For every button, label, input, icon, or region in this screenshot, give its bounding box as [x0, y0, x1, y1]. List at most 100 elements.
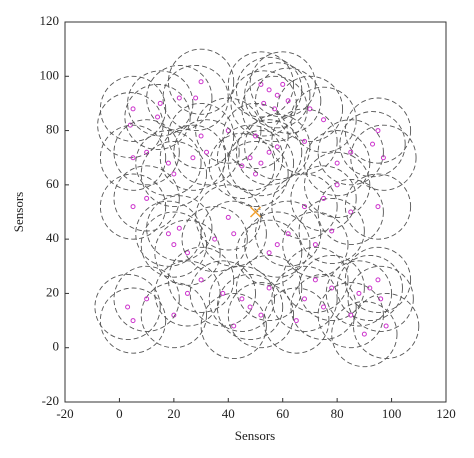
sensor-point	[266, 149, 272, 155]
sensing-range	[344, 97, 412, 164]
sensing-range	[317, 119, 384, 186]
x-tick-label: 80	[331, 406, 344, 421]
sensing-range	[353, 292, 420, 360]
sensing-range	[222, 140, 289, 208]
sensor-point	[198, 133, 204, 139]
sensing-range	[146, 64, 213, 132]
sensor-point	[165, 231, 171, 237]
sensor-point	[261, 100, 267, 106]
sensor-point	[356, 290, 362, 296]
y-tick-label: 20	[46, 284, 59, 299]
sensing-range	[140, 140, 207, 208]
sensing-range	[200, 292, 267, 360]
y-tick-label: 120	[40, 13, 60, 28]
sensor-point	[370, 141, 376, 147]
sensing-range	[99, 75, 167, 142]
y-tick-label: 80	[46, 122, 59, 137]
sensor-point	[258, 160, 264, 166]
sensor-point	[334, 160, 340, 166]
sensor-point	[329, 285, 335, 291]
sensor-point	[184, 290, 190, 296]
sensing-range	[227, 282, 295, 349]
sensor-point	[329, 228, 335, 234]
sensor-point	[285, 231, 291, 237]
sensing-range	[244, 211, 311, 278]
sensor-point	[231, 231, 237, 237]
sensing-range	[227, 51, 295, 118]
sensing-range	[230, 70, 297, 137]
sensor-point	[239, 296, 245, 302]
sensor-point	[165, 160, 171, 166]
sensor-point	[334, 182, 340, 188]
sensing-range	[195, 184, 262, 251]
x-tick-label: -20	[56, 406, 73, 421]
sensing-range	[113, 165, 180, 232]
sensor-point	[375, 277, 381, 283]
sensor-point	[130, 318, 136, 324]
sensing-range	[249, 51, 316, 118]
sensing-range	[113, 265, 180, 332]
sensing-range	[113, 119, 180, 186]
sensing-range	[154, 260, 221, 327]
sensor-point	[367, 285, 373, 291]
sensor-point	[258, 312, 264, 318]
y-tick-label: 60	[46, 176, 59, 191]
sensor-point	[176, 95, 182, 101]
sensor-point	[130, 204, 136, 210]
sensor-point	[239, 163, 245, 169]
sensing-range	[290, 165, 357, 232]
sensor-point	[231, 323, 237, 329]
sensor-point	[272, 106, 278, 112]
sensor-point	[176, 225, 182, 231]
sensing-range	[236, 119, 303, 186]
sensing-range	[282, 211, 349, 278]
sensor-point	[171, 242, 177, 248]
sensor-point	[321, 195, 327, 201]
y-axis-label: Sensors	[11, 192, 26, 232]
sensor-point	[274, 144, 280, 150]
sensing-range	[154, 219, 221, 286]
sensing-range	[350, 124, 417, 191]
sensing-range	[347, 265, 414, 332]
sensing-range	[331, 301, 398, 368]
sensing-range	[290, 86, 357, 153]
sensing-range	[236, 219, 303, 286]
sensor-point	[375, 204, 381, 210]
sensor-point	[285, 98, 291, 104]
sensing-range	[167, 48, 235, 115]
y-tick-label: 0	[53, 339, 60, 354]
sensing-range	[276, 75, 344, 142]
sensing-range	[271, 173, 338, 240]
sensing-range	[173, 119, 240, 186]
sensor-point	[130, 155, 136, 161]
sensing-range	[135, 200, 202, 267]
sensing-range	[216, 273, 284, 341]
sensor-point	[361, 331, 367, 337]
sink-marker	[249, 206, 262, 218]
y-tick-label: 40	[46, 230, 59, 245]
sensing-range	[336, 254, 403, 322]
sensing-range	[244, 62, 311, 129]
sensing-range	[99, 124, 167, 191]
sensing-range	[317, 178, 384, 246]
sensing-range	[298, 254, 365, 322]
x-tick-label: 100	[382, 406, 402, 421]
x-tick-label: 20	[167, 406, 180, 421]
x-tick-label: 40	[222, 406, 235, 421]
y-tick-label: 100	[40, 67, 60, 82]
sensing-range	[236, 56, 303, 123]
sensing-range	[140, 282, 207, 349]
plot-frame	[64, 21, 447, 403]
sensing-range	[189, 260, 256, 327]
sensing-range	[282, 246, 349, 313]
sensor-point	[280, 81, 286, 87]
sensor-point	[125, 304, 131, 310]
y-tick-label: -20	[42, 393, 59, 408]
sensing-range	[181, 206, 248, 273]
sensing-range	[290, 273, 357, 341]
sensor-point	[375, 128, 381, 134]
sensor-point	[266, 285, 272, 291]
sensor-point	[293, 318, 299, 324]
sensing-range	[344, 246, 412, 313]
